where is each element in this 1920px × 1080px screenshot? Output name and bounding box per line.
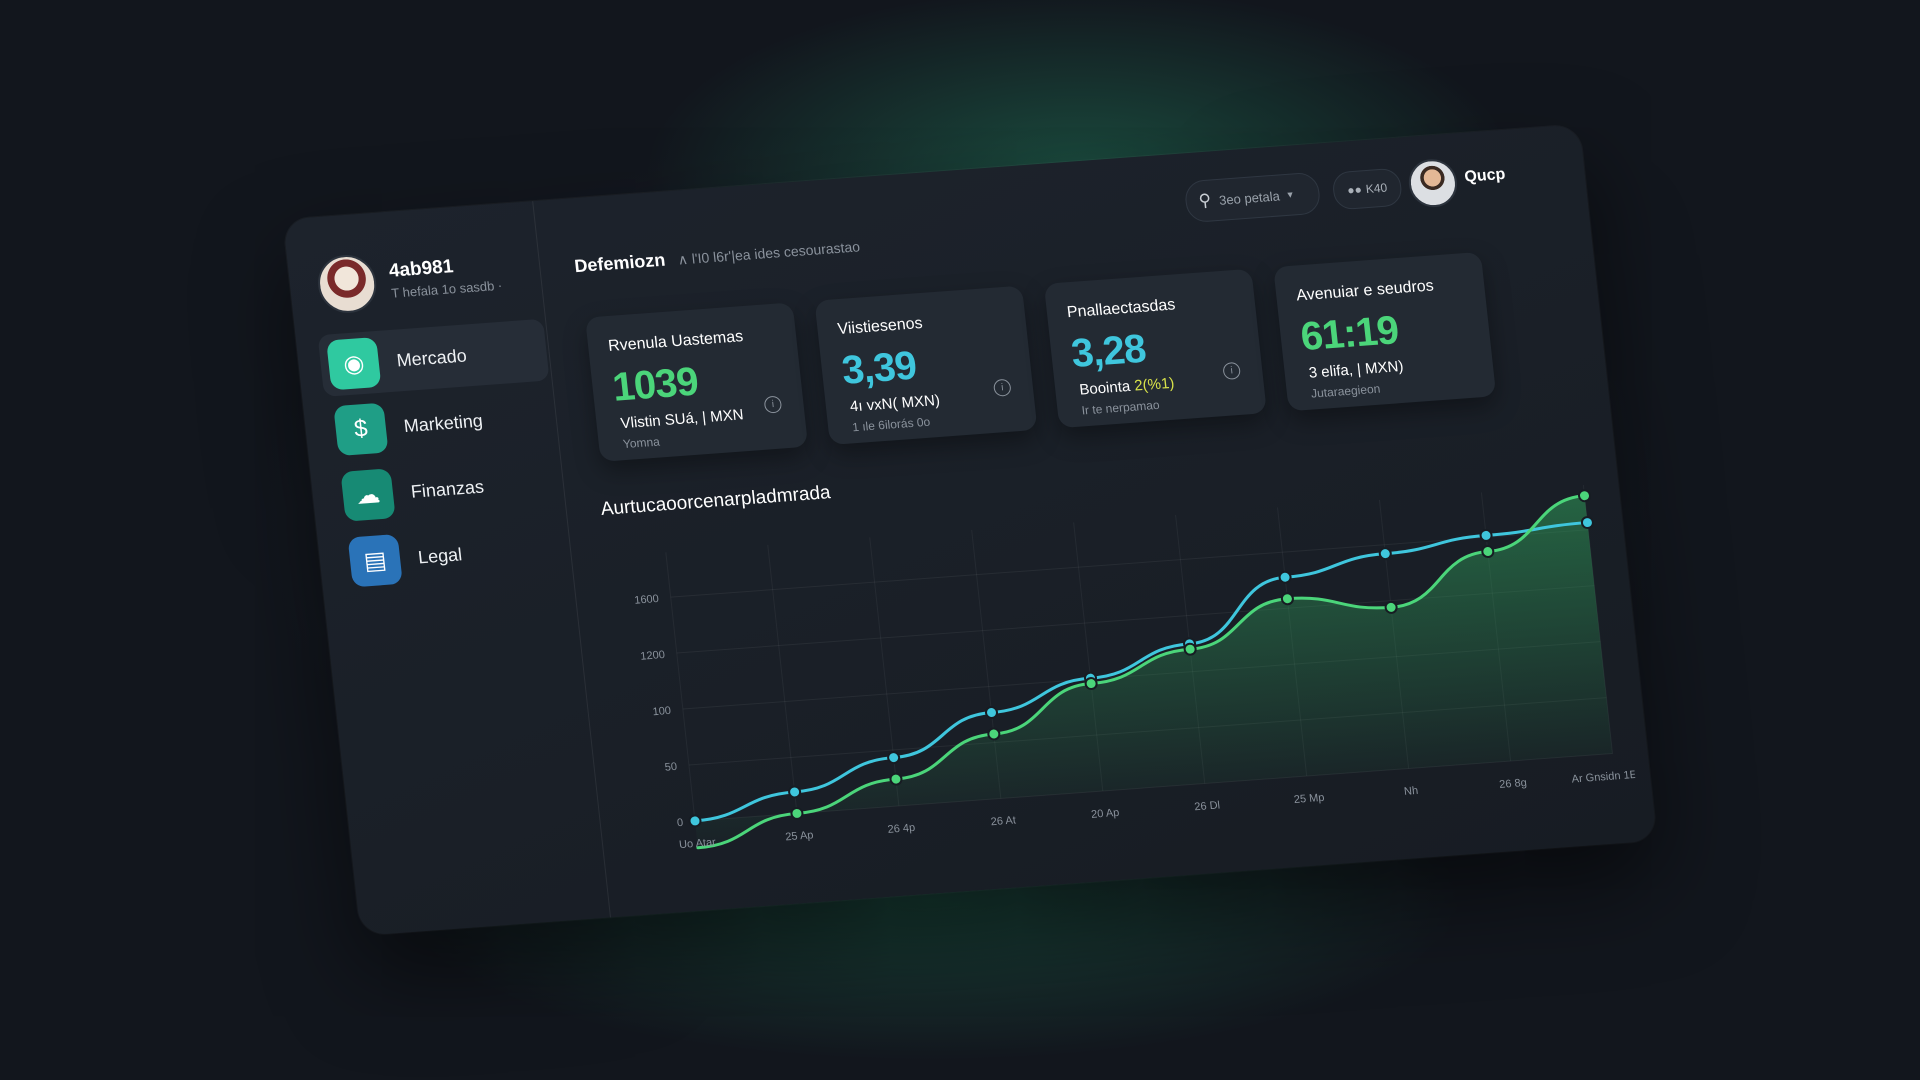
dashboard-window: 4ab981 T hefala 1o sasdb · ◉ Mercado $ M… <box>282 124 1658 936</box>
kpi-detail: 3 elifa, | MXN) <box>1307 357 1405 382</box>
profile-avatar[interactable] <box>315 252 380 315</box>
kpi-detail: 4ı vxN( MXN) <box>849 391 941 416</box>
data-point[interactable] <box>1084 677 1098 691</box>
data-point[interactable] <box>1481 545 1495 559</box>
kpi-card[interactable]: Avenuiar e seudros 61:19 3 elifa, | MXN)… <box>1273 251 1497 412</box>
y-tick-label: 1200 <box>640 649 666 663</box>
x-tick-label: 26 8g <box>1499 777 1528 791</box>
users-icon: ●● <box>1346 182 1363 198</box>
data-point[interactable] <box>1280 592 1294 606</box>
kpi-value: 1039 <box>610 359 700 410</box>
document-icon: ▤ <box>347 533 403 588</box>
data-point[interactable] <box>984 706 999 719</box>
kpi-title: Pnallaectasdas <box>1066 296 1177 322</box>
sidebar-item-legal[interactable]: ▤ Legal <box>339 516 571 594</box>
data-point[interactable] <box>790 806 804 820</box>
y-tick-label: 1600 <box>634 593 660 607</box>
y-tick-label: 100 <box>652 705 672 718</box>
x-tick-label: 25 Ap <box>785 829 814 843</box>
chat-dollar-icon: $ <box>333 402 389 457</box>
series-line <box>693 521 1589 823</box>
data-point[interactable] <box>1183 642 1197 656</box>
search-input[interactable]: ⚲ 3eo petala ▼ <box>1183 171 1322 224</box>
kpi-title: Avenuiar e seudros <box>1295 277 1435 305</box>
x-tick-label: Uo Atar <box>679 836 717 851</box>
sidebar-item-label: Marketing <box>402 409 484 436</box>
line-chart: 0 50 100 1200 1600 Uo Atar 25 Ap 26 4p 26 At 20 A… <box>634 484 1638 851</box>
sidebar-item-marketing[interactable]: $ Marketing <box>325 384 557 462</box>
kpi-title: Viistiesenos <box>836 314 924 339</box>
kpi-title: Rvenula Uastemas <box>607 328 745 355</box>
cloud-icon: ☁ <box>340 468 396 522</box>
series-line <box>696 494 1587 850</box>
kpi-detail-highlight: 2(%1) <box>1133 374 1176 395</box>
grid-line <box>665 552 696 821</box>
info-icon[interactable]: i <box>1222 361 1242 380</box>
kpi-detail: Vlistin SUá, | MXN <box>619 406 745 433</box>
user-count: K40 <box>1365 180 1388 197</box>
kpi-card[interactable]: Rvenula Uastemas 1039 Vlistin SUá, | MXN… <box>585 302 809 462</box>
kpi-caption: 1 ıle 6ilorás 0o <box>851 414 931 435</box>
kpi-card[interactable]: Viistiesenos 3,39 4ı vxN( MXN) 1 ıle 6il… <box>814 285 1038 446</box>
data-point[interactable] <box>788 785 802 799</box>
y-tick-label: 0 <box>676 817 683 829</box>
sidebar-item-label: Legal <box>416 543 464 567</box>
info-icon[interactable]: i <box>763 395 783 414</box>
avatar[interactable] <box>1406 157 1460 209</box>
kpi-value: 61:19 <box>1298 308 1401 360</box>
kpi-value: 3,28 <box>1069 326 1148 376</box>
data-point[interactable] <box>889 772 903 786</box>
x-tick-label: 26 Dl <box>1194 799 1221 813</box>
data-point[interactable] <box>887 751 901 765</box>
x-tick-label: 26 4p <box>887 822 916 836</box>
profile[interactable]: 4ab981 T hefala 1o sasdb · <box>315 244 504 315</box>
page-title: Defemiozn ∧ l'I0 l6r'|ea ides cesourasta… <box>573 235 861 277</box>
search-icon: ⚲ <box>1197 190 1213 211</box>
search-placeholder: 3eo petala <box>1218 187 1281 208</box>
grid-line <box>670 529 1589 598</box>
series-area <box>694 495 1613 848</box>
chevron-down-icon: ▼ <box>1285 189 1296 200</box>
kpi-caption: Yomna <box>622 434 661 452</box>
sidebar-item-mercado[interactable]: ◉ Mercado <box>317 318 550 397</box>
chat-bubble-icon: ◉ <box>326 336 382 391</box>
x-tick-label: 25 Mp <box>1293 792 1325 806</box>
kpi-value: 3,39 <box>839 343 919 393</box>
y-tick-label: 50 <box>664 761 678 774</box>
data-point[interactable] <box>1479 528 1493 542</box>
data-point[interactable] <box>987 727 1001 741</box>
x-tick-label: Ar Gnsidn 1E0.0d <box>1571 767 1638 785</box>
grid-line <box>767 544 798 814</box>
page-title-main: Defemiozn <box>573 249 667 277</box>
sidebar-item-label: Finanzas <box>409 476 485 502</box>
kpi-card[interactable]: Pnallaectasdas 3,28 Boointa 2(%1) Ir te … <box>1043 268 1267 429</box>
grid-line <box>869 537 900 806</box>
kpi-caption: Ir te nerpamao <box>1080 397 1161 418</box>
data-point[interactable] <box>1384 600 1398 614</box>
data-point[interactable] <box>1577 489 1592 503</box>
user-name[interactable]: Qucp <box>1463 165 1507 186</box>
kpi-detail-text: Boointa <box>1078 377 1132 399</box>
kpi-detail: Boointa 2(%1) <box>1079 375 1176 399</box>
x-tick-label: 26 At <box>990 814 1016 828</box>
page-title-subtitle: ∧ l'I0 l6r'|ea ides cesourastao <box>676 238 861 268</box>
x-tick-label: Nh <box>1403 785 1418 798</box>
data-point[interactable] <box>1580 516 1594 530</box>
user-count-pill[interactable]: ●● K40 <box>1331 167 1404 211</box>
x-tick-label: 20 Ap <box>1091 807 1120 821</box>
data-point[interactable] <box>688 814 702 828</box>
sidebar-item-label: Mercado <box>395 344 468 370</box>
data-point[interactable] <box>1278 570 1292 584</box>
chart-title: Aurtucaoorcenarpladmrada <box>599 482 832 520</box>
kpi-caption: Jutaraegieon <box>1310 381 1382 401</box>
info-icon[interactable]: i <box>992 378 1012 397</box>
data-point[interactable] <box>1378 547 1392 561</box>
sidebar-item-finanzas[interactable]: ☁ Finanzas <box>332 450 564 528</box>
